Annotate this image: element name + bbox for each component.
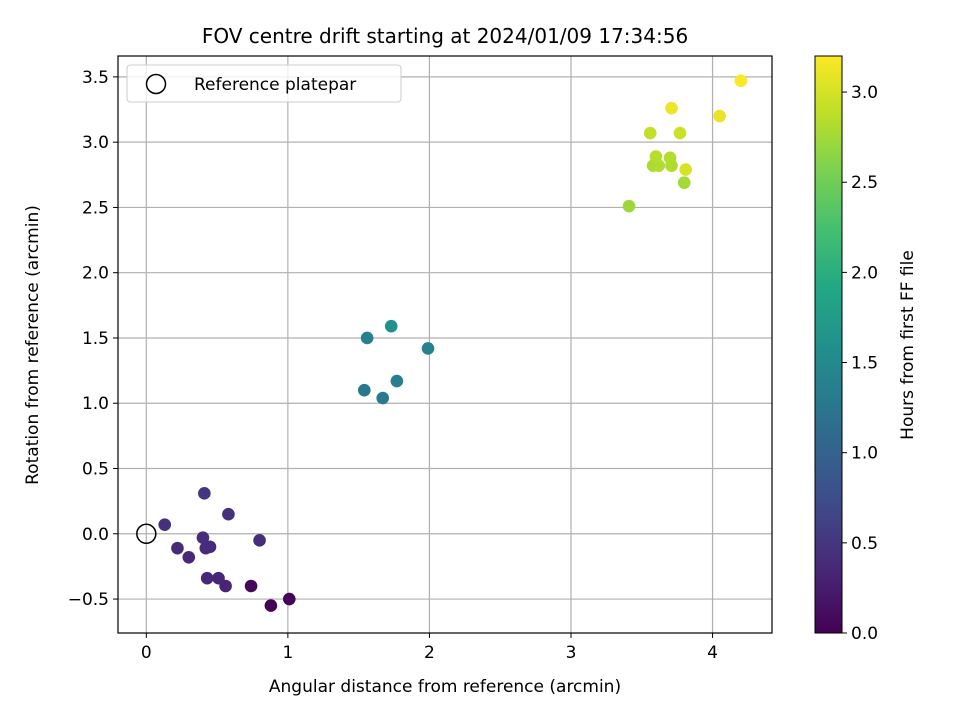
scatter-point bbox=[384, 319, 398, 333]
scatter-point bbox=[222, 507, 235, 521]
scatter-point bbox=[198, 487, 211, 500]
legend-box bbox=[126, 64, 402, 103]
scatter-point bbox=[196, 531, 210, 545]
colorbar-gradient bbox=[814, 55, 843, 634]
colorbar-ticks: 0.0 0.5 1.0 1.5 2.0 2.5 3.0 bbox=[842, 83, 878, 644]
y-tick-label: 3.0 bbox=[82, 133, 109, 153]
y-tick-label: 1.5 bbox=[82, 329, 109, 349]
y-axis-label: Rotation from reference (arcmin) bbox=[23, 205, 43, 485]
colorbar-tick-label: 2.5 bbox=[851, 173, 878, 193]
colorbar-tick-label: 2.0 bbox=[851, 263, 878, 283]
colorbar-tick-label: 1.0 bbox=[851, 444, 878, 464]
scatter-point bbox=[171, 541, 184, 555]
scatter-point bbox=[663, 151, 677, 165]
legend: Reference platepar bbox=[126, 64, 402, 103]
scatter-point bbox=[713, 109, 726, 123]
scatter-point bbox=[200, 571, 214, 585]
x-tick-label: 0 bbox=[141, 643, 152, 663]
x-axis-ticks: 0 1 2 3 4 bbox=[141, 633, 718, 663]
scatter-point bbox=[376, 391, 390, 405]
scatter-point bbox=[360, 331, 374, 345]
colorbar-tick-label: 0.0 bbox=[851, 624, 878, 644]
scatter-point bbox=[253, 534, 266, 547]
reference-platepar-marker bbox=[136, 523, 157, 545]
scatter-point bbox=[673, 126, 687, 140]
scatter-point bbox=[677, 176, 691, 189]
legend-reference-marker bbox=[145, 73, 167, 95]
y-tick-label: 2.0 bbox=[82, 264, 109, 284]
data-points bbox=[136, 74, 748, 612]
plot-axes bbox=[117, 55, 773, 634]
colorbar-label: Hours from first FF file bbox=[898, 250, 918, 440]
y-tick-label: −0.5 bbox=[68, 590, 109, 610]
x-tick-label: 4 bbox=[707, 643, 718, 663]
y-axis-ticks: −0.5 0.0 0.5 1.0 1.5 2.0 2.5 3.0 3.5 bbox=[68, 68, 118, 610]
scatter-point bbox=[643, 126, 657, 140]
y-tick-label: 3.5 bbox=[82, 68, 109, 88]
scatter-point bbox=[734, 74, 748, 88]
y-tick-label: 0.5 bbox=[82, 460, 109, 480]
scatter-point bbox=[182, 550, 196, 564]
scatter-point bbox=[390, 374, 404, 388]
scatter-point bbox=[665, 101, 678, 115]
scatter-point bbox=[358, 383, 371, 397]
scatter-point bbox=[158, 518, 172, 531]
colorbar-tick-label: 1.5 bbox=[851, 354, 878, 374]
scatter-point bbox=[421, 342, 435, 355]
x-tick-label: 3 bbox=[566, 643, 577, 663]
scatter-point bbox=[282, 592, 296, 606]
x-tick-label: 2 bbox=[424, 643, 435, 663]
plot-frame bbox=[117, 55, 773, 634]
x-tick-label: 1 bbox=[282, 643, 293, 663]
colorbar-tick-label: 3.0 bbox=[851, 83, 878, 103]
colorbar-tick-label: 0.5 bbox=[851, 534, 878, 554]
scatter-point bbox=[649, 150, 663, 163]
scatter-point bbox=[212, 571, 225, 585]
scatter-point bbox=[622, 199, 636, 213]
scatter-point bbox=[679, 163, 692, 176]
scatter-point bbox=[264, 599, 278, 612]
colorbar: 0.0 0.5 1.0 1.5 2.0 2.5 3.0 Hours from first F… bbox=[814, 55, 918, 644]
chart-title: FOV centre drift starting at 2024/01/09 … bbox=[202, 24, 688, 48]
scatter-point bbox=[199, 541, 213, 555]
scatter-point bbox=[244, 579, 258, 593]
y-tick-label: 1.0 bbox=[82, 394, 109, 414]
legend-label: Reference platepar bbox=[194, 75, 356, 95]
grid-lines bbox=[118, 56, 772, 633]
y-tick-label: 2.5 bbox=[82, 198, 109, 218]
y-tick-label: 0.0 bbox=[82, 525, 109, 545]
x-axis-label: Angular distance from reference (arcmin) bbox=[269, 677, 621, 697]
